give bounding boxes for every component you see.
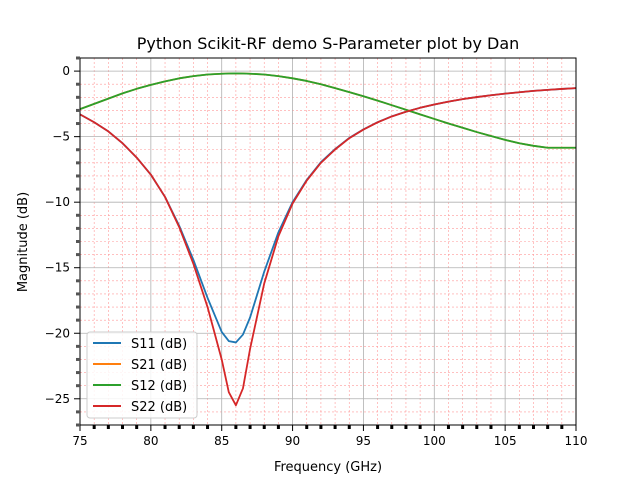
y-tick-label: −20 — [45, 326, 70, 340]
chart-title: Python Scikit-RF demo S-Parameter plot b… — [137, 34, 520, 53]
legend: S11 (dB) S21 (dB) S12 (dB) S22 (dB) — [86, 331, 198, 419]
x-tick-label: 90 — [285, 434, 300, 448]
x-tick-label: 85 — [214, 434, 229, 448]
series-line-s12 — [79, 72, 576, 149]
x-tick-label: 110 — [565, 434, 588, 448]
x-tick-label: 100 — [423, 434, 446, 448]
y-axis-label: Magnitude (dB) — [16, 192, 31, 292]
legend-label-s22: S22 (dB) — [131, 400, 187, 415]
y-tick-label: 0 — [62, 64, 70, 78]
y-tick-label: −10 — [45, 195, 70, 209]
legend-label-s11: S11 (dB) — [131, 337, 187, 352]
series-line-s22 — [79, 87, 577, 407]
legend-label-s21: S21 (dB) — [131, 358, 187, 373]
x-axis-label: Frequency (GHz) — [274, 460, 382, 475]
y-tick-label: −15 — [45, 261, 70, 275]
x-tick-label: 95 — [356, 434, 371, 448]
y-tick-label: −5 — [52, 130, 70, 144]
minor-grid — [80, 57, 576, 426]
x-tick-label: 80 — [143, 434, 158, 448]
legend-label-s12: S12 (dB) — [131, 379, 187, 394]
y-axis: 0 −5 −10 −15 −20 −25 — [45, 56, 80, 427]
x-axis: 75 80 85 90 95 100 105 110 — [72, 425, 587, 448]
series-lines — [79, 72, 577, 407]
x-tick-label: 105 — [494, 434, 517, 448]
legend-box — [86, 331, 198, 419]
y-tick-label: −25 — [45, 392, 70, 406]
x-tick-label: 75 — [72, 434, 87, 448]
